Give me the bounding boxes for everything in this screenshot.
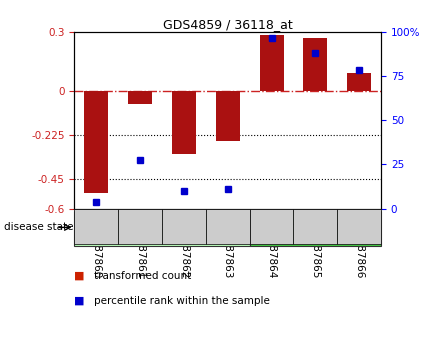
Bar — [216, 91, 240, 141]
Bar — [250, 211, 381, 246]
Bar — [84, 91, 109, 193]
Bar — [347, 73, 371, 91]
Bar — [172, 91, 196, 154]
Bar — [74, 211, 250, 246]
Text: transformed count: transformed count — [94, 271, 191, 281]
Text: percentile rank within the sample: percentile rank within the sample — [94, 296, 270, 306]
Text: ■: ■ — [74, 271, 88, 281]
Bar — [128, 91, 152, 104]
Text: normal pituitary: normal pituitary — [273, 222, 357, 232]
Text: prolactinoma: prolactinoma — [127, 222, 197, 232]
Bar — [304, 38, 328, 91]
Text: ■: ■ — [74, 296, 88, 306]
Bar — [259, 35, 284, 91]
Title: GDS4859 / 36118_at: GDS4859 / 36118_at — [163, 18, 293, 31]
Text: disease state: disease state — [4, 222, 74, 232]
